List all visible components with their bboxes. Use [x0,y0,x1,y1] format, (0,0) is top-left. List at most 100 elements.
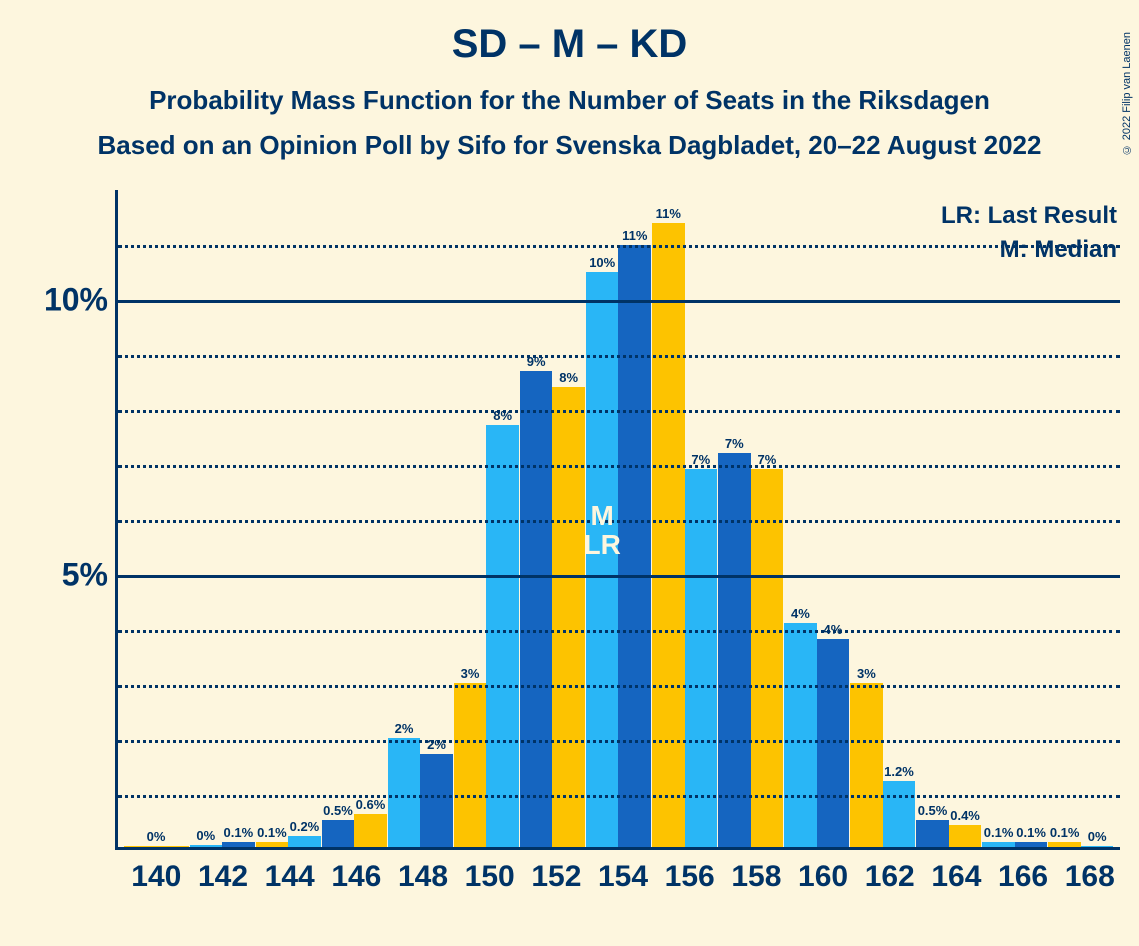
credit-text: © 2022 Filip van Laenen [1121,32,1133,155]
bar-value-label: 0.2% [290,819,320,834]
bar: 0.1% [982,842,1015,847]
bar: 8% [486,425,519,847]
bar: 7% [751,469,784,847]
bar-group: 2%2% [387,738,453,848]
bar-value-label: 0.5% [323,803,353,818]
bar-value-label: 11% [622,228,647,243]
bar-group: 0.1%0% [1048,842,1114,847]
bar: 1.2% [883,781,916,847]
x-labels: 1401421441461481501521541561581601621641… [123,860,1123,894]
bar: 0.1% [1015,842,1048,847]
chart-subtitle-2: Based on an Opinion Poll by Sifo for Sve… [0,130,1139,161]
bar-value-label: 7% [725,436,744,451]
bar-value-label: 3% [461,666,480,681]
bar-value-label: 0.1% [224,825,254,840]
grid-major [118,575,1120,578]
grid-minor [118,465,1120,468]
chart-subtitle-1: Probability Mass Function for the Number… [0,85,1139,116]
grid-minor [118,685,1120,688]
bar-value-label: 4% [791,606,810,621]
bar-group: 11%7% [652,223,718,847]
bar-group: 0.1%0.1% [982,842,1048,847]
bar: 3% [850,683,883,847]
x-tick-label: 150 [456,860,523,894]
bars-container: 0%0%0.1%0.1%0.2%0.5%0.6%2%2%3%8%9%8%10%1… [123,190,1114,847]
bar-value-label: 3% [857,666,876,681]
grid-minor [118,410,1120,413]
grid-minor [118,630,1120,633]
bar-group: 0% [123,846,189,847]
bar: 4% [784,623,817,847]
bar: 0% [190,845,223,847]
bar: 0.1% [256,842,289,847]
bar-group: 0.1%0.2% [255,836,321,847]
x-tick-label: 164 [923,860,990,894]
bar: 7% [685,469,718,847]
y-tick-label: 10% [8,282,108,319]
grid-major [118,300,1120,303]
bar-group: 4%4% [784,623,850,847]
bar: 0.5% [322,820,355,847]
bar-group: 3%8% [453,425,519,847]
bar-value-label: 11% [656,206,681,221]
bar-value-label: 0.1% [1016,825,1046,840]
bar-value-label: 0.4% [950,808,980,823]
x-tick-label: 166 [990,860,1057,894]
bar: 9% [520,371,553,847]
bar: 2% [388,738,421,848]
bar: 0.6% [354,814,387,847]
x-tick-label: 158 [723,860,790,894]
x-tick-label: 156 [656,860,723,894]
grid-minor [118,520,1120,523]
bar-group: 10%11% [585,245,651,847]
x-axis [115,847,1120,850]
bar-value-label: 0.5% [918,803,948,818]
x-tick-label: 146 [323,860,390,894]
bar-value-label: 10% [589,255,615,270]
bar: 0.1% [222,842,255,847]
bar: 0.2% [288,836,321,847]
grid-minor [118,795,1120,798]
bar-group: 0.5%0.6% [321,814,387,847]
grid-minor [118,355,1120,358]
y-tick-label: 5% [8,557,108,594]
bar-value-label: 8% [559,370,578,385]
bar-group: 3%1.2% [850,683,916,847]
bar: 0% [124,846,189,847]
x-tick-label: 140 [123,860,190,894]
x-tick-label: 148 [390,860,457,894]
bar-group: 0.5%0.4% [916,820,982,847]
bar: 0.5% [916,820,949,847]
bar-value-label: 0.1% [984,825,1014,840]
bar-value-label: 0% [147,829,166,844]
grid-minor [118,245,1120,248]
x-tick-label: 160 [790,860,857,894]
bar: 0% [1081,846,1114,847]
x-tick-label: 142 [190,860,257,894]
bar-group: 7%7% [718,453,784,847]
bar: 8% [552,387,585,847]
bar: 0.4% [949,825,982,847]
plot-area: 0%0%0.1%0.1%0.2%0.5%0.6%2%2%3%8%9%8%10%1… [115,190,1120,850]
bar: 10% [586,272,619,847]
x-tick-label: 152 [523,860,590,894]
bar-group: 9%8% [519,371,585,847]
bar-value-label: 0.6% [356,797,386,812]
x-tick-label: 144 [256,860,323,894]
x-tick-label: 168 [1056,860,1123,894]
bar-value-label: 1.2% [884,764,914,779]
x-tick-label: 162 [856,860,923,894]
bar-group: 0%0.1% [189,842,255,847]
bar-value-label: 0.1% [1050,825,1080,840]
chart-title: SD – M – KD [0,22,1139,67]
bar-value-label: 0.1% [257,825,287,840]
bar: 7% [718,453,751,847]
bar-value-label: 2% [395,721,414,736]
bar: 2% [420,754,453,847]
x-tick-label: 154 [590,860,657,894]
bar: 3% [454,683,487,847]
bar-value-label: 0% [1088,829,1107,844]
bar: 0.1% [1048,842,1081,847]
grid-minor [118,740,1120,743]
bar-value-label: 0% [196,828,215,843]
